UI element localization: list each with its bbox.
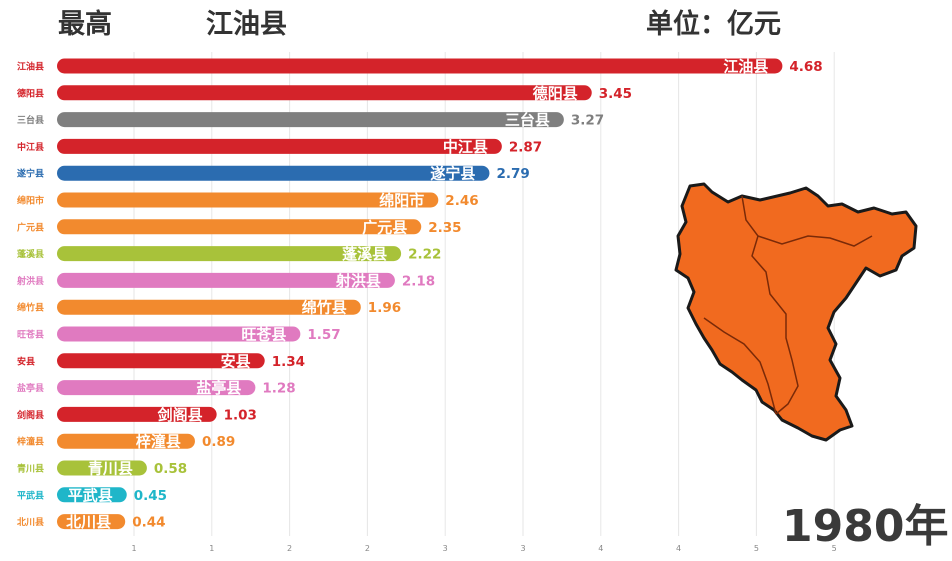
bar-inner-label: 旺苍县 [241,326,286,344]
category-label: 旺苍县 [17,329,44,341]
category-label: 中江县 [17,141,44,153]
bar-inner-label: 射洪县 [335,272,381,290]
bar [57,460,147,476]
bar [57,246,402,262]
value-label: 1.34 [272,354,305,370]
category-label: 蓬溪县 [17,248,44,260]
bar-inner-label: 盐亭县 [196,379,241,397]
bar [57,299,361,315]
category-label: 安县 [17,355,35,367]
value-label: 2.22 [408,247,441,263]
x-tick-label: 4 [676,544,681,553]
bar-inner-label: 梓潼县 [136,433,181,451]
bar-inner-label: 青川县 [88,460,133,478]
map-boundary-line [741,195,799,415]
bars-group: 江油县 江油县 4.68 德阳县 德阳县 3.45 三台县 三台县 3.27 中江县 中江县 2.87… [16,58,823,532]
value-label: 2.79 [496,166,529,182]
category-label: 三台县 [17,114,44,126]
bar [57,514,126,530]
value-label: 4.68 [789,59,822,75]
x-tick-label: 4 [598,544,603,553]
bar [57,406,217,422]
bar [57,272,395,288]
bar-inner-label: 广元县 [362,218,407,236]
category-label: 北川县 [17,516,44,528]
bar [57,487,127,503]
category-label: 江油县 [17,61,44,73]
category-label: 盐亭县 [17,382,44,394]
category-label: 梓潼县 [17,436,44,448]
bar-inner-label: 遂宁县 [430,165,475,183]
category-label: 青川县 [17,463,44,475]
bar-inner-label: 绵竹县 [302,299,347,317]
bar-inner-label: 安县 [221,352,251,370]
bar-inner-label: 江油县 [723,58,768,76]
value-label: 2.46 [445,193,478,209]
bar [57,380,256,396]
bar-inner-label: 德阳县 [533,84,578,102]
value-label: 1.28 [262,381,295,397]
value-label: 3.27 [571,113,604,129]
category-label: 广元县 [17,221,44,233]
county-map-shape [674,182,918,442]
leader-name-label: 江油县 [206,9,287,40]
bar [57,112,564,128]
county-map-icon [674,182,918,442]
bar [57,326,301,342]
bar [57,353,265,369]
bar-inner-label: 北川县 [66,513,111,531]
value-label: 1.03 [224,407,257,423]
category-label: 绵竹县 [17,302,44,314]
value-label: 0.45 [134,488,167,504]
x-tick-label: 2 [287,544,292,553]
bar-inner-label: 三台县 [505,111,550,129]
value-label: 1.96 [368,300,401,316]
x-tick-label: 3 [520,544,525,553]
bar-inner-label: 蓬溪县 [342,245,387,263]
x-tick-label: 5 [832,544,837,553]
value-label: 0.89 [202,434,235,450]
map-boundary-line [757,235,873,247]
category-label: 射洪县 [16,275,44,287]
value-label: 0.58 [154,461,187,477]
bar-inner-label: 平武县 [68,486,113,504]
value-label: 0.44 [132,515,165,531]
bar [57,433,195,449]
bar [57,58,783,74]
category-label: 德阳县 [17,87,44,99]
unit-label: 单位：亿元 [646,9,781,40]
bar [57,219,422,235]
value-label: 3.45 [599,86,632,102]
bar [57,85,592,101]
bar-inner-label: 中江县 [443,138,488,156]
category-label: 绵阳市 [17,195,44,207]
x-tick-label: 1 [131,544,136,553]
value-label: 1.57 [307,327,340,343]
value-label: 2.87 [509,139,542,155]
bar-inner-label: 绵阳市 [379,192,424,210]
category-label: 遂宁县 [17,168,44,180]
x-tick-label: 5 [754,544,759,553]
category-label: 平武县 [17,489,44,501]
year-label: 1980年 [782,501,949,552]
bar [57,192,439,208]
bar [57,165,490,181]
bar-inner-label: 剑阁县 [157,406,203,424]
x-tick-label: 2 [365,544,370,553]
value-label: 2.35 [428,220,461,236]
x-tick-label: 3 [443,544,448,553]
leader-prefix-label: 最高 [58,9,112,40]
x-tick-label: 1 [209,544,214,553]
value-label: 2.18 [402,273,435,289]
map-boundary-line [703,317,777,415]
category-label: 剑阁县 [16,409,44,421]
bar [57,138,502,154]
